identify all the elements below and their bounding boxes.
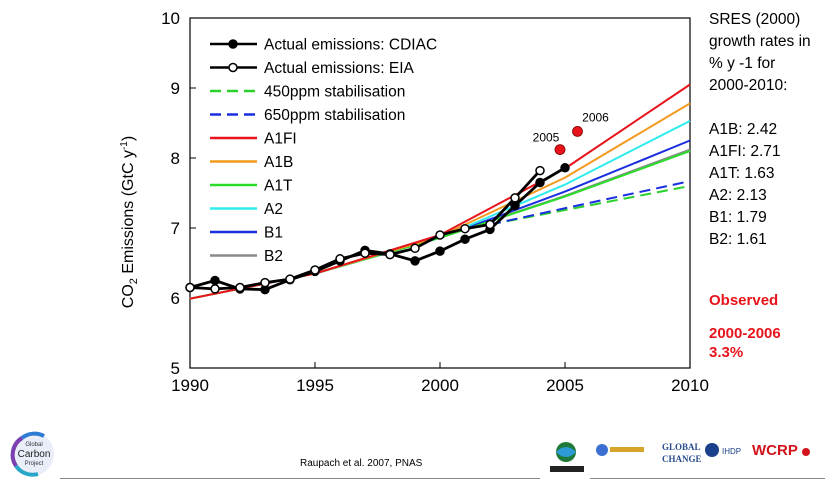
observed-point-2005 (554, 144, 566, 156)
observed-label: Observed (709, 292, 779, 309)
x-tick-label: 1990 (171, 376, 209, 395)
observed-point-label: 2006 (582, 110, 609, 124)
sres-heading-line: SRES (2000) (709, 11, 801, 28)
y-tick-label: 8 (171, 149, 180, 168)
legend-label: 450ppm stabilisation (264, 84, 405, 101)
legend-label: A1FI (264, 131, 297, 148)
footer-rule (60, 478, 540, 479)
y-tick-label: 7 (171, 219, 180, 238)
sres-rate-a1fi: A1FI: 2.71 (709, 143, 781, 160)
y-tick-label: 6 (171, 289, 180, 308)
legend-marker (228, 39, 238, 49)
series-line-650ppm-stabilisation (489, 180, 691, 226)
legend-marker (228, 62, 238, 73)
legend-label: B1 (264, 225, 283, 242)
legend-label: A1T (264, 178, 293, 195)
eia-point (335, 254, 345, 264)
eia-point (235, 282, 245, 293)
eia-point (485, 219, 495, 230)
cdiac-point (535, 177, 545, 188)
y-tick-label: 9 (171, 79, 180, 98)
partner-logos: GLOBAL CHANGE IHDP WCRP (550, 442, 810, 472)
gcp-logo-text: Project (25, 461, 44, 467)
y-tick-label: 10 (161, 9, 180, 28)
eia-point (310, 265, 320, 275)
global-change-logo-text: GLOBAL (662, 442, 701, 452)
sres-heading-line: % y -1 for (709, 55, 776, 72)
eia-point (260, 277, 270, 288)
x-tick-label: 1995 (296, 376, 334, 395)
svg-text:CO2 Emissions (GtC y-1): CO2 Emissions (GtC y-1) (119, 136, 140, 308)
eia-point (535, 165, 545, 176)
global-change-logo-text: CHANGE (662, 454, 702, 464)
x-tick-label: 2005 (546, 376, 584, 395)
y-axis-label: CO2 Emissions (GtC y-1) (119, 136, 140, 308)
observed-rate: 3.3% (709, 344, 744, 361)
eia-point (360, 248, 370, 258)
legend-label: B2 (264, 248, 283, 265)
cdiac-point (410, 256, 420, 266)
wcrp-logo: WCRP (752, 442, 810, 459)
legend-label: 650ppm stabilisation (264, 107, 405, 124)
eia-point (285, 274, 295, 284)
sres-heading-line: 2000-2010: (709, 77, 788, 94)
diversitas-logo (596, 444, 644, 456)
sres-rate-a2: A2: 2.13 (709, 187, 767, 204)
cdiac-point (560, 163, 570, 173)
eia-point (510, 193, 520, 203)
x-tick-label: 2000 (421, 376, 459, 395)
global-carbon-project-logo: Global Carbon Project (10, 431, 54, 477)
footer-rule (590, 478, 825, 479)
legend-label: A1B (264, 154, 293, 171)
eia-point (210, 284, 220, 294)
eia-point (410, 243, 420, 254)
observed-point-2006 (572, 125, 583, 137)
legend-label: Actual emissions: CDIAC (264, 37, 437, 54)
sres-growth-rates-panel: SRES (2000) growth rates in % y -1 for 2… (709, 9, 811, 251)
eia-point (435, 230, 445, 240)
observed-period: 2000-2006 (709, 325, 781, 342)
sres-heading-line: growth rates in (709, 33, 811, 50)
ihdp-logo-text: IHDP (722, 447, 741, 456)
y-tick-label: 5 (171, 359, 180, 378)
eia-point (460, 223, 470, 234)
global-change-logo: GLOBAL CHANGE (662, 442, 702, 464)
gcp-logo-text: Carbon (18, 449, 51, 460)
sres-rate-a1b: A1B: 2.42 (709, 121, 778, 138)
wcrp-logo-text: WCRP (752, 442, 798, 459)
observed-point-label: 2005 (533, 131, 560, 145)
cdiac-point (435, 246, 445, 256)
gcp-logo-text: Global (25, 442, 42, 448)
series-line-actual-emissions-cdiac (189, 166, 566, 292)
cdiac-point (210, 275, 220, 286)
x-tick-label: 2010 (671, 376, 709, 395)
eia-point (385, 249, 395, 260)
legend-label: Actual emissions: EIA (264, 60, 415, 77)
sres-rate-b2: B2: 1.61 (709, 231, 767, 248)
eia-point (185, 282, 195, 293)
essp-globe-icon (550, 442, 584, 472)
legend-label: A2 (264, 201, 283, 218)
citation: Raupach et al. 2007, PNAS (300, 458, 423, 469)
cdiac-point (460, 234, 470, 244)
sres-rate-b1: B1: 1.79 (709, 209, 767, 226)
ihdp-logo: IHDP (705, 443, 741, 457)
sres-rate-a1t: A1T: 1.63 (709, 165, 775, 182)
